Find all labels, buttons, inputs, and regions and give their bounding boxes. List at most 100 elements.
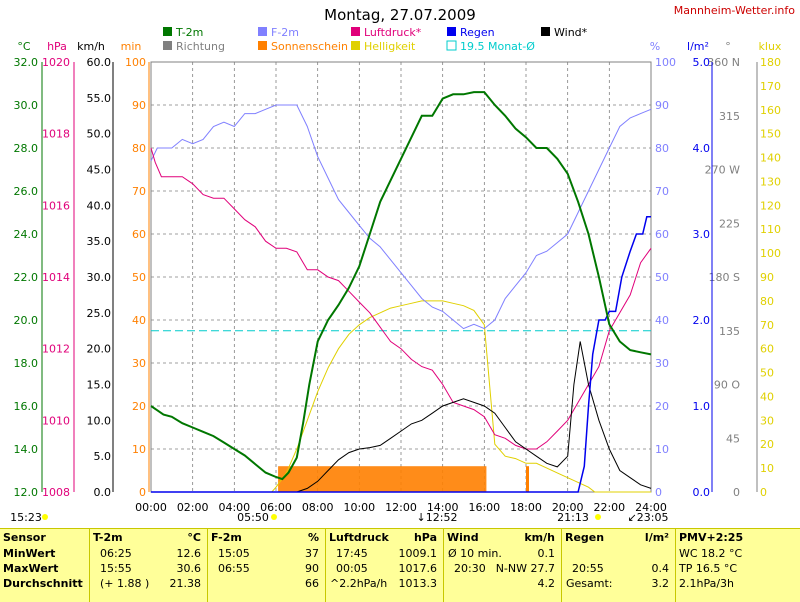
temp-avg-val: 21.38 xyxy=(169,577,202,590)
hum-max-time: 06:55 xyxy=(218,562,250,575)
unit-rain: l/m² xyxy=(687,40,709,53)
lux-tick: 160 xyxy=(760,104,781,117)
dir-tick: 90 O xyxy=(714,379,740,392)
chart-title: Montag, 27.07.2009 xyxy=(324,6,476,24)
sun-tick: 20 xyxy=(132,400,146,413)
press-tick: 1008 xyxy=(42,486,70,499)
lux-tick: 30 xyxy=(760,414,774,427)
temp-tick: 26.0 xyxy=(14,185,39,198)
lux-tick: 130 xyxy=(760,175,781,188)
gridlines xyxy=(150,61,652,493)
sun-marker-dot xyxy=(595,514,601,520)
x-tick: 06:00 xyxy=(260,501,292,514)
rain-max-time: 20:55 xyxy=(572,562,604,575)
rain-tick: 4.0 xyxy=(693,142,711,155)
lux-tick: 80 xyxy=(760,295,774,308)
rain-unit: l/m² xyxy=(644,531,669,544)
hum-unit: % xyxy=(307,531,319,544)
x-tick: 24:00 xyxy=(635,501,667,514)
x-tick: 08:00 xyxy=(302,501,334,514)
x-tick: 16:00 xyxy=(468,501,500,514)
temp-tick: 16.0 xyxy=(14,400,39,413)
dir-tick: 270 W xyxy=(705,164,740,177)
x-tick: 14:00 xyxy=(427,501,459,514)
wind-tick: 25.0 xyxy=(87,307,112,320)
hum-tick: 90 xyxy=(655,99,669,112)
press-tick: 1010 xyxy=(42,414,70,427)
dir-tick: 135 xyxy=(719,325,740,338)
press-min-val: 1009.1 xyxy=(398,547,438,560)
lux-tick: 0 xyxy=(760,486,767,499)
legend-swatch xyxy=(351,27,360,36)
hum-tick: 60 xyxy=(655,228,669,241)
legend-swatch xyxy=(258,27,267,36)
hum-tick: 30 xyxy=(655,357,669,370)
rain-tick: 0.0 xyxy=(693,486,711,499)
marker-moonrise: 15:23 xyxy=(10,511,42,524)
wind-avg-val: 4.2 xyxy=(537,577,556,590)
pmv-header: PMV+2:25 xyxy=(679,531,744,544)
temp-header: T-2m xyxy=(93,531,123,544)
temp-min-time: 06:25 xyxy=(100,547,132,560)
legend-swatch xyxy=(446,40,457,51)
press-max-time: 00:05 xyxy=(336,562,368,575)
wind-tick: 45.0 xyxy=(87,164,112,177)
lux-tick: 180 xyxy=(760,56,781,69)
lux-tick: 100 xyxy=(760,247,781,260)
press-tick: 1012 xyxy=(42,343,70,356)
row-label-avg: Durchschnitt xyxy=(3,577,83,590)
hum-tick: 20 xyxy=(655,400,669,413)
dir-tick: 225 xyxy=(719,217,740,230)
hum-tick: 10 xyxy=(655,443,669,456)
temp-tick: 30.0 xyxy=(14,99,39,112)
col-pmv: PMV+2:25 WC 18.2 °C TP 16.5 °C 2.1hPa/3h xyxy=(675,529,800,602)
sensor-header: Sensor xyxy=(3,531,46,544)
x-tick: 20:00 xyxy=(552,501,584,514)
press-header: Luftdruck xyxy=(329,531,389,544)
col-sensor: Sensor MinWert MaxWert Durchschnitt xyxy=(0,529,88,602)
x-tick: 02:00 xyxy=(177,501,209,514)
wind-tick: 0.0 xyxy=(94,486,112,499)
legend-label: F-2m xyxy=(271,26,299,39)
dir-tick: 0 xyxy=(733,486,740,499)
temp-tick: 18.0 xyxy=(14,357,39,370)
marker-noon: ↓12:52 xyxy=(417,511,458,524)
wind-tick: 20.0 xyxy=(87,343,112,356)
legend-label: Regen xyxy=(460,26,495,39)
lux-tick: 40 xyxy=(760,390,774,403)
rain-line xyxy=(151,216,651,493)
press-avg-val: 1013.3 xyxy=(398,577,438,590)
brightness-line xyxy=(151,300,651,493)
press-tick: 1014 xyxy=(42,271,70,284)
sun-moon-markers: 05:50 ↓12:52 21:13 15:23 ↙23:05 xyxy=(10,511,668,524)
lux-tick: 50 xyxy=(760,367,774,380)
hum-tick: 50 xyxy=(655,271,669,284)
col-wind: Wind km/h Ø 10 min. 0.1 20:30 N-NW 27.7 4.2 xyxy=(443,529,561,602)
legend-label: T-2m xyxy=(175,26,203,39)
marker-sunset: 21:13 xyxy=(557,511,589,524)
col-rain: Regen l/m² 20:55 0.4 Gesamt: 3.2 xyxy=(561,529,675,602)
press-unit: hPa xyxy=(413,531,437,544)
rain-max-val: 0.4 xyxy=(651,562,670,575)
site-label: Mannheim-Wetter.info xyxy=(674,4,796,17)
sun-tick: 90 xyxy=(132,99,146,112)
temp-tick: 28.0 xyxy=(14,142,39,155)
wind-unit: km/h xyxy=(524,531,555,544)
temp-tick: 22.0 xyxy=(14,271,39,284)
legend-swatch xyxy=(541,27,550,36)
unit-press: hPa xyxy=(47,40,67,53)
press-max-val: 1017.6 xyxy=(398,562,438,575)
sun-marker-dot xyxy=(271,514,277,520)
x-tick: 22:00 xyxy=(593,501,625,514)
sunshine-bars xyxy=(278,466,487,492)
press-tick: 1018 xyxy=(42,128,70,141)
legend-label: Richtung xyxy=(176,40,225,53)
hum-tick: 100 xyxy=(655,56,676,69)
rain-tick: 3.0 xyxy=(693,228,711,241)
pmv-windchill: WC 18.2 °C xyxy=(679,547,743,560)
wind-avg10-val: 0.1 xyxy=(537,547,556,560)
temp-max-val: 30.6 xyxy=(176,562,202,575)
row-label-min: MinWert xyxy=(3,547,56,560)
x-tick: 04:00 xyxy=(218,501,250,514)
